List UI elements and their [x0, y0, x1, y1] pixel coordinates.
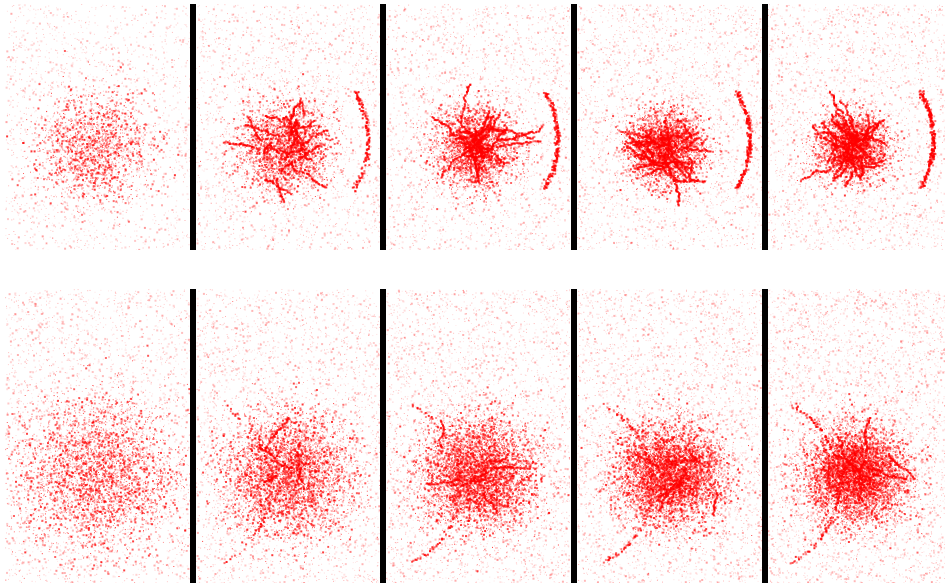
speckle-pattern	[767, 289, 945, 583]
speckle-pattern	[577, 4, 762, 250]
panel-divider	[571, 4, 577, 250]
image-panel-top-4	[577, 4, 762, 250]
speckle-pattern	[386, 289, 570, 583]
image-panel-bottom-3	[386, 289, 570, 583]
panel-divider	[762, 289, 768, 583]
image-panel-bottom-1	[5, 289, 190, 583]
panel-divider	[190, 289, 196, 583]
panel-divider	[380, 4, 386, 250]
image-panel-bottom-5	[767, 289, 945, 583]
panel-divider	[380, 289, 386, 583]
speckle-pattern	[5, 4, 190, 250]
speckle-pattern	[386, 4, 570, 250]
speckle-pattern	[196, 4, 380, 250]
image-panel-bottom-2	[196, 289, 380, 583]
speckle-pattern	[767, 4, 945, 250]
image-panel-top-1	[5, 4, 190, 250]
image-panel-top-3	[386, 4, 570, 250]
image-panel-top-2	[196, 4, 380, 250]
panel-divider	[762, 4, 768, 250]
image-panel-top-5	[767, 4, 945, 250]
speckle-pattern	[5, 289, 190, 583]
panel-divider	[571, 289, 577, 583]
speckle-pattern	[577, 289, 762, 583]
speckle-pattern	[196, 289, 380, 583]
panel-divider	[190, 4, 196, 250]
image-panel-bottom-4	[577, 289, 762, 583]
